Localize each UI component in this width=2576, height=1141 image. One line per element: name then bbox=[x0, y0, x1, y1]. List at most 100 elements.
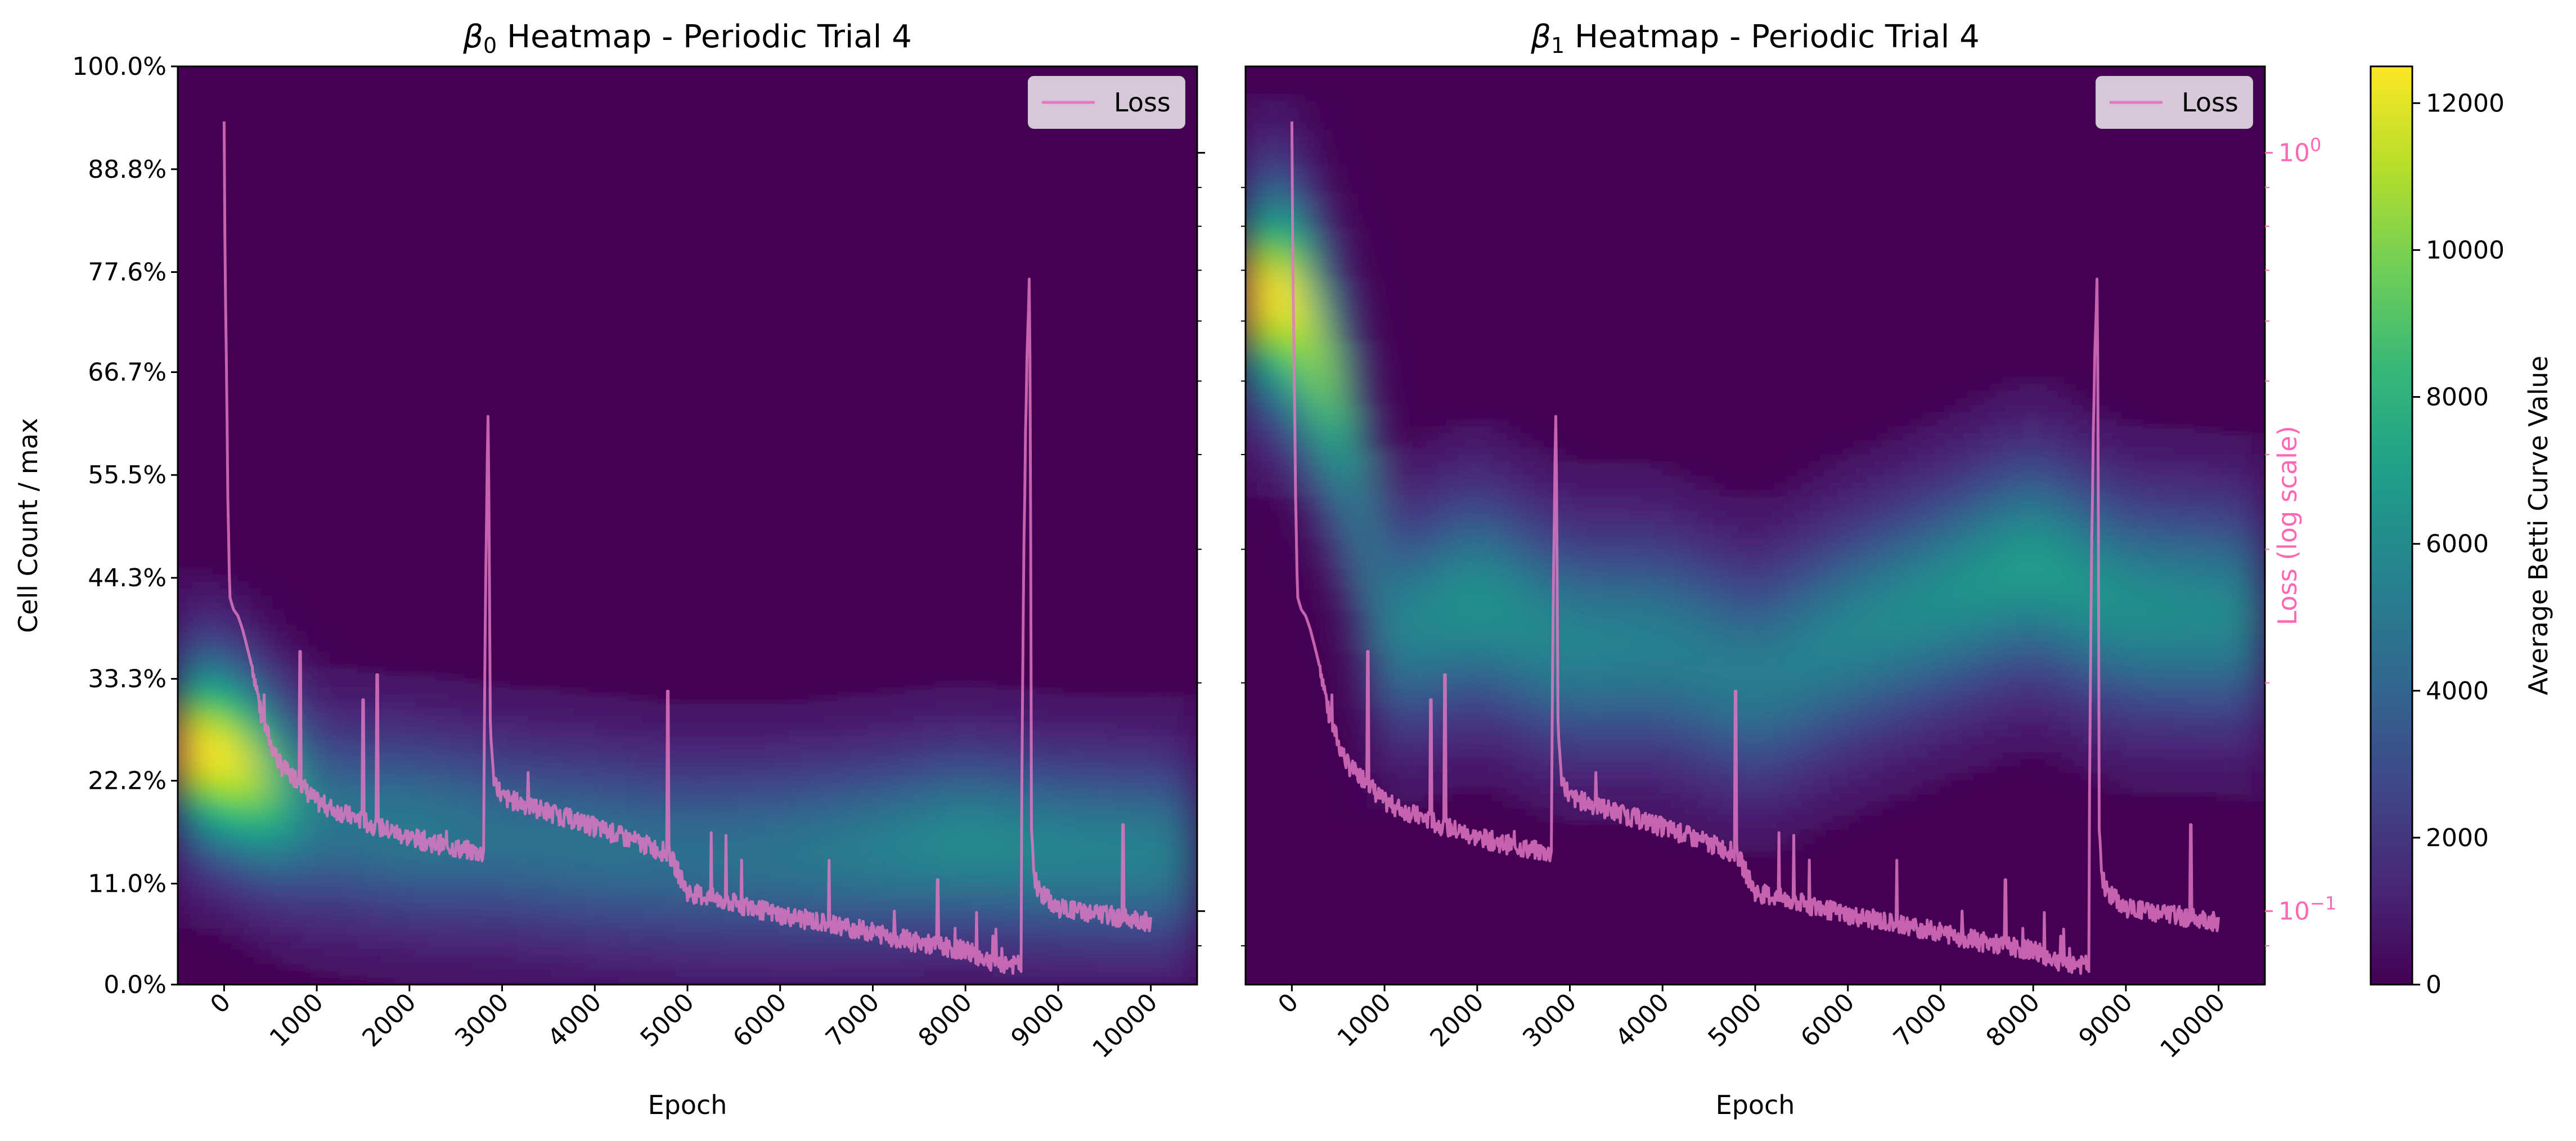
heatmap-cell bbox=[891, 744, 903, 752]
heatmap-cell bbox=[766, 857, 779, 865]
heatmap-cell bbox=[879, 969, 892, 978]
heatmap-cell bbox=[279, 786, 292, 795]
heatmap-cell bbox=[426, 736, 439, 745]
heatmap-cell bbox=[992, 828, 1005, 837]
heatmap-cell bbox=[721, 828, 734, 837]
heatmap-cell bbox=[517, 864, 530, 873]
heatmap-cell bbox=[403, 913, 416, 922]
y-tick-label: 0.0% bbox=[104, 971, 167, 999]
heatmap-cell bbox=[302, 955, 314, 964]
heatmap-cell bbox=[1426, 609, 1439, 618]
heatmap-cell bbox=[630, 730, 643, 738]
heatmap-cell bbox=[256, 871, 269, 879]
heatmap-cell bbox=[879, 744, 892, 752]
heatmap-cell bbox=[426, 850, 439, 859]
heatmap-cell bbox=[845, 800, 858, 809]
heatmap-cell bbox=[573, 949, 586, 957]
heatmap-cell bbox=[936, 807, 948, 816]
heatmap-cell bbox=[721, 927, 734, 936]
heatmap-cell bbox=[777, 969, 790, 978]
heatmap-cell bbox=[1415, 525, 1428, 533]
heatmap-cell bbox=[517, 969, 530, 978]
heatmap-cell bbox=[1336, 271, 1348, 279]
heatmap-cell bbox=[438, 821, 451, 830]
heatmap-cell bbox=[1256, 412, 1269, 420]
heatmap-cell bbox=[460, 927, 473, 936]
heatmap-cell bbox=[891, 969, 903, 978]
heatmap-cell bbox=[789, 751, 802, 760]
heatmap-cell bbox=[959, 751, 972, 760]
heatmap-cell bbox=[494, 751, 507, 760]
heatmap-cell bbox=[879, 885, 892, 893]
heatmap-cell bbox=[1004, 758, 1017, 766]
heatmap-cell bbox=[403, 949, 416, 957]
heatmap-cell bbox=[641, 906, 654, 915]
heatmap-cell bbox=[335, 949, 348, 957]
heatmap-cell bbox=[1403, 744, 1416, 752]
heatmap-cell bbox=[1392, 525, 1405, 533]
heatmap-cell bbox=[698, 850, 711, 859]
heatmap-cell bbox=[471, 793, 484, 802]
heatmap-cell bbox=[800, 835, 813, 844]
heatmap-cell bbox=[1162, 864, 1175, 873]
heatmap-cell bbox=[1117, 793, 1130, 802]
heatmap-cell bbox=[675, 701, 688, 710]
heatmap-cell bbox=[754, 751, 767, 760]
heatmap-cell bbox=[551, 857, 564, 865]
heatmap-cell bbox=[540, 969, 552, 978]
heatmap-cell bbox=[449, 878, 462, 887]
heatmap-cell bbox=[268, 828, 281, 837]
heatmap-cell bbox=[1392, 779, 1405, 788]
heatmap-cell bbox=[1256, 475, 1269, 484]
heatmap-cell bbox=[1267, 101, 1280, 110]
heatmap-cell bbox=[1049, 878, 1062, 887]
heatmap-cell bbox=[178, 821, 190, 830]
heatmap-cell bbox=[811, 864, 824, 873]
heatmap-cell bbox=[585, 751, 597, 760]
heatmap-cell bbox=[222, 892, 235, 901]
heatmap-cell bbox=[1358, 454, 1371, 463]
heatmap-cell bbox=[822, 814, 835, 823]
heatmap-cell bbox=[1049, 941, 1062, 950]
heatmap-cell bbox=[1129, 899, 1141, 908]
heatmap-cell bbox=[178, 589, 190, 597]
heatmap-cell bbox=[471, 835, 484, 844]
heatmap-cell bbox=[188, 708, 201, 717]
heatmap-cell bbox=[1174, 878, 1186, 887]
heatmap-cell bbox=[449, 814, 462, 823]
heatmap-cell bbox=[1369, 744, 1382, 752]
heatmap-cell bbox=[1392, 772, 1405, 780]
heatmap-cell bbox=[992, 864, 1005, 873]
heatmap-cell bbox=[1174, 814, 1186, 823]
heatmap-cell bbox=[268, 871, 281, 879]
heatmap-cell bbox=[494, 828, 507, 837]
heatmap-cell bbox=[1083, 969, 1096, 978]
heatmap-cell bbox=[1471, 468, 1484, 477]
heatmap-cell bbox=[1185, 807, 1197, 816]
heatmap-cell bbox=[981, 871, 994, 879]
heatmap-cell bbox=[1060, 927, 1073, 936]
heatmap-cell bbox=[608, 716, 621, 724]
heatmap-cell bbox=[347, 871, 360, 879]
heatmap-cell bbox=[1185, 751, 1197, 760]
heatmap-cell bbox=[1151, 708, 1164, 717]
heatmap-cell bbox=[233, 701, 246, 710]
heatmap-cell bbox=[1358, 510, 1371, 519]
heatmap-cell bbox=[608, 758, 621, 766]
heatmap-cell bbox=[1449, 447, 1462, 456]
heatmap-cell bbox=[222, 666, 235, 675]
heatmap-cell bbox=[1403, 504, 1416, 512]
heatmap-cell bbox=[834, 736, 847, 745]
heatmap-cell bbox=[1392, 532, 1405, 541]
heatmap-cell bbox=[1426, 518, 1439, 526]
heatmap-cell bbox=[178, 631, 190, 639]
heatmap-cell bbox=[505, 941, 518, 950]
heatmap-cell bbox=[1381, 617, 1393, 625]
heatmap-cell bbox=[302, 892, 314, 901]
heatmap-cell bbox=[1072, 963, 1085, 971]
heatmap-cell bbox=[528, 835, 541, 844]
heatmap-cell bbox=[1392, 694, 1405, 703]
heatmap-cell bbox=[494, 871, 507, 879]
heatmap-cell bbox=[1174, 977, 1186, 985]
heatmap-cell bbox=[1358, 475, 1371, 484]
